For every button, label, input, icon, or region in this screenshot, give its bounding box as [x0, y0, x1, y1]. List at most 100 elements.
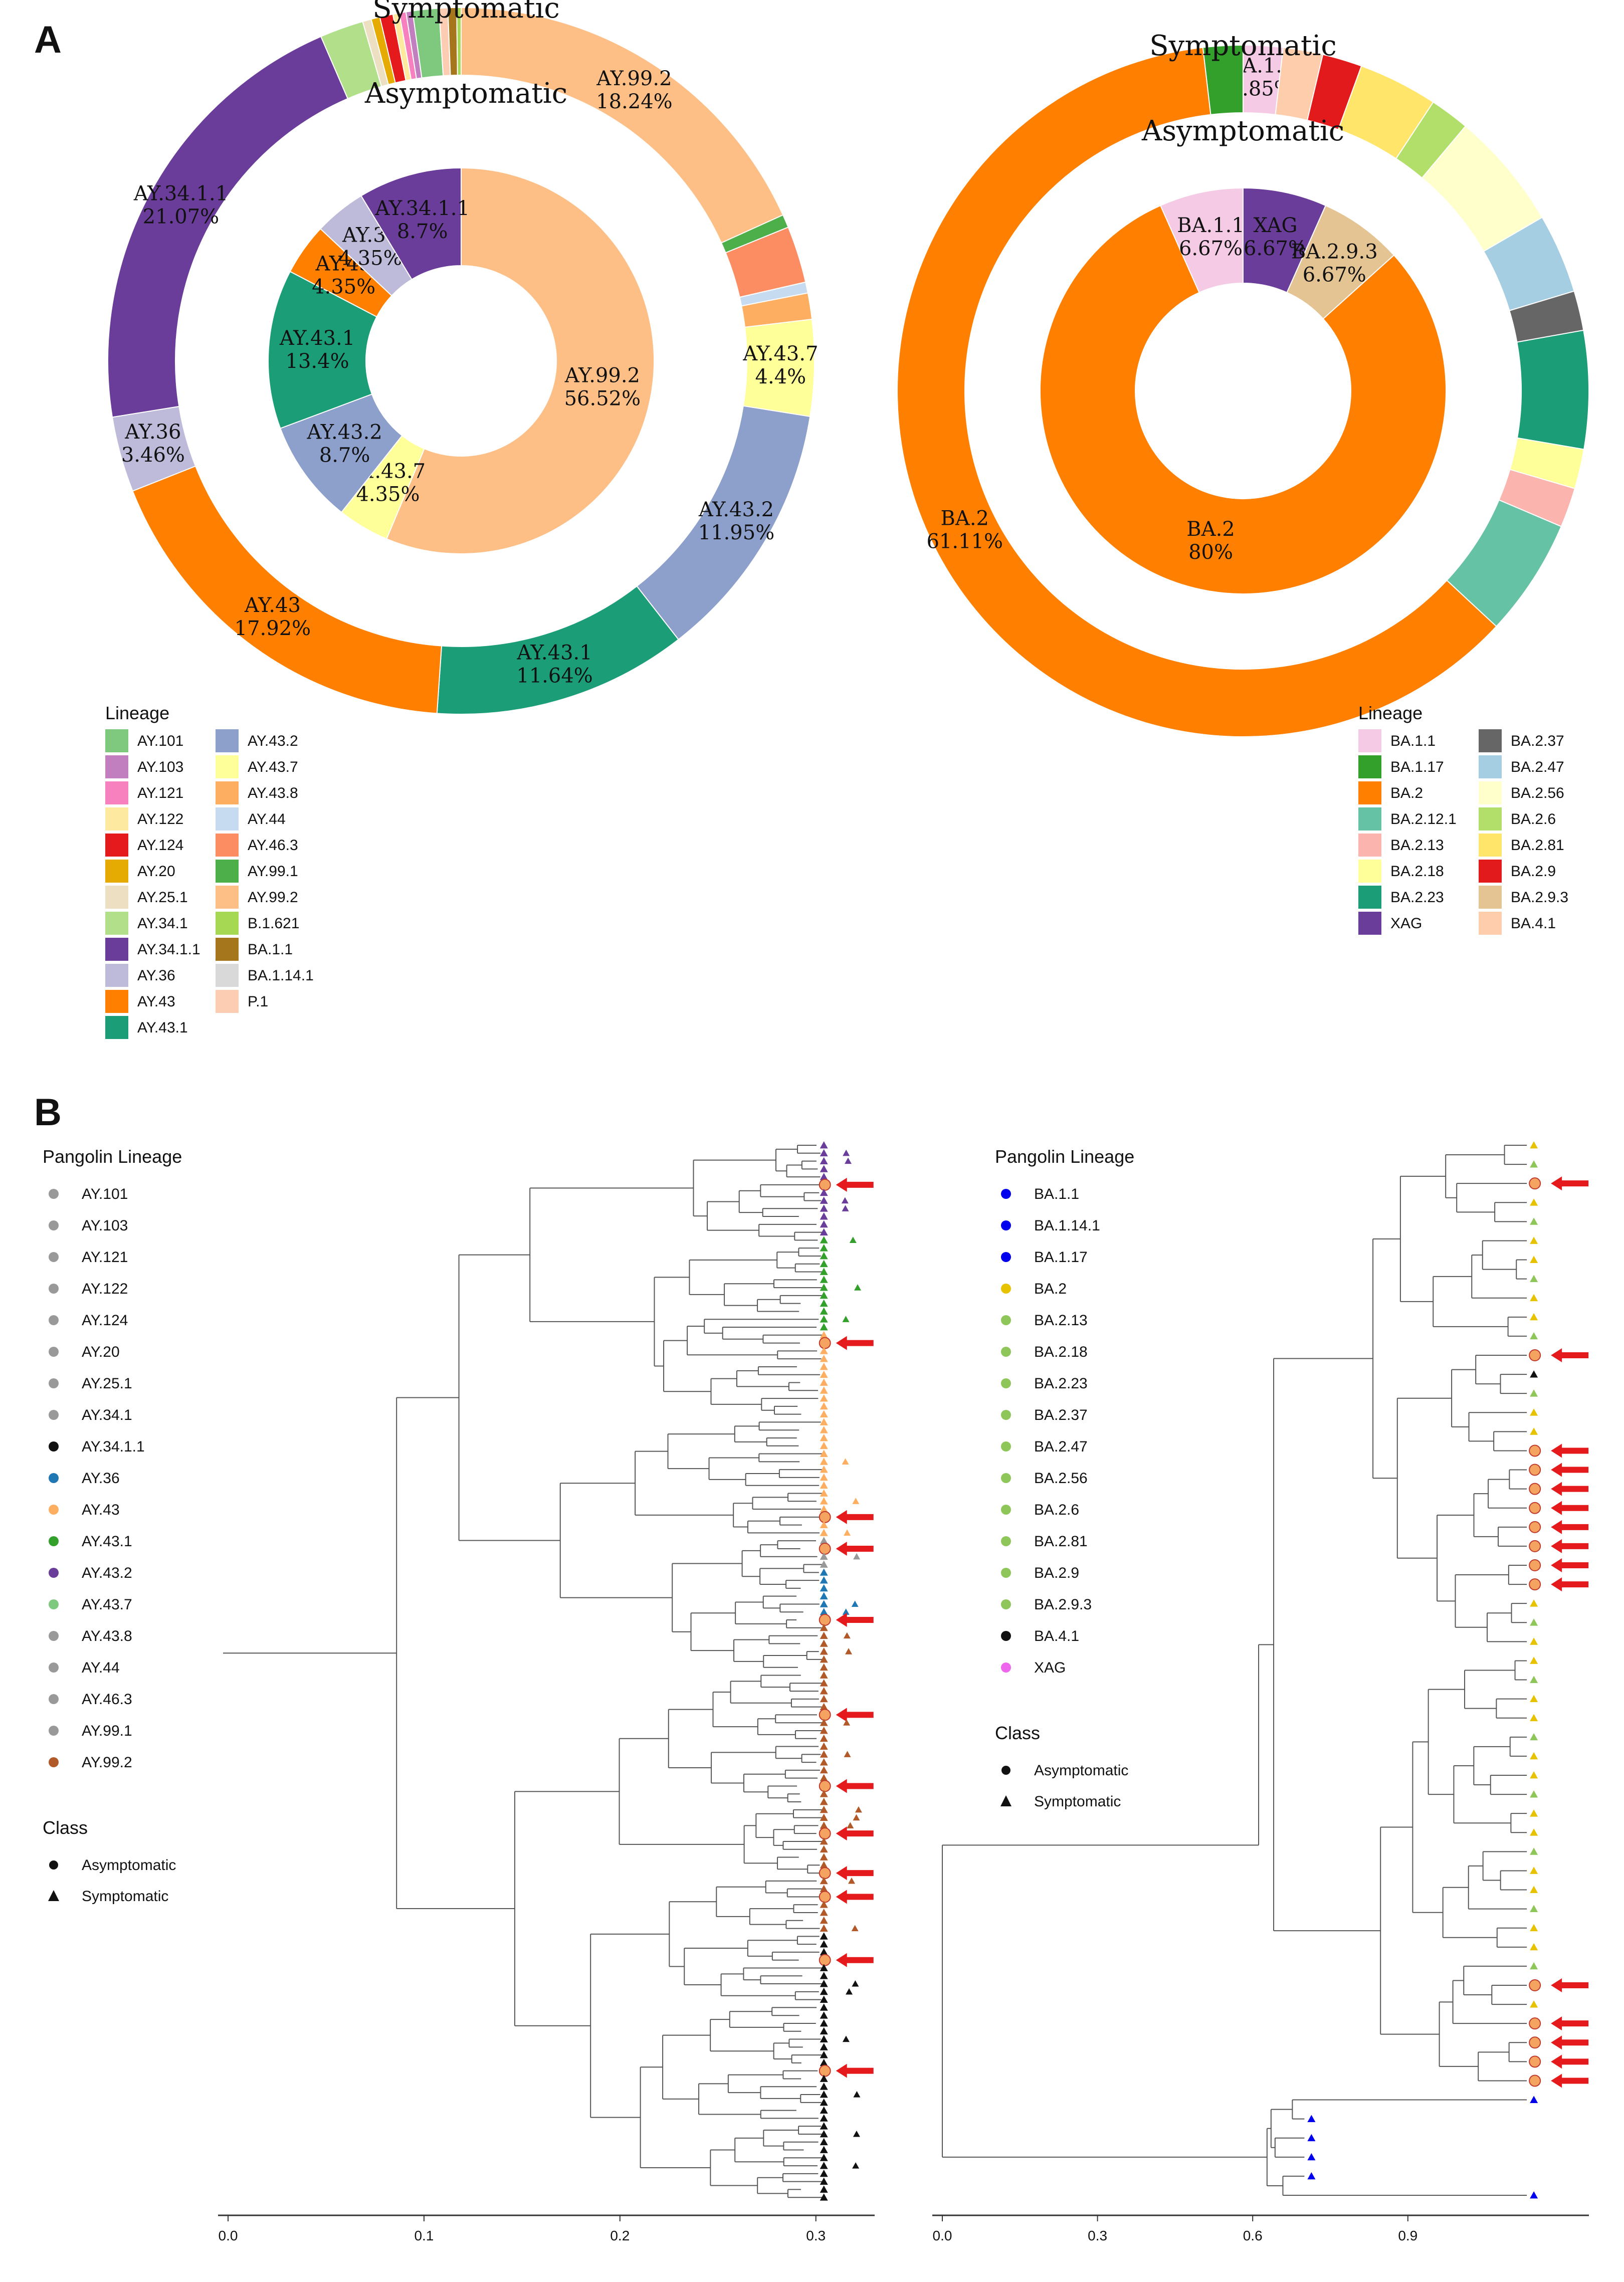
legend-dot: [1001, 1315, 1011, 1325]
tip-symptomatic: [820, 1323, 828, 1331]
legend-swatch: [216, 964, 239, 987]
tip-symptomatic: [843, 1632, 851, 1639]
highlight-arrow: [836, 1541, 874, 1556]
legend-label: BA.2.56: [1511, 785, 1564, 801]
legend-label: BA.2.37: [1034, 1407, 1088, 1423]
tip-symptomatic: [820, 2051, 828, 2058]
legend-dot: [49, 1284, 59, 1294]
legend-label: BA.2.13: [1390, 837, 1444, 854]
legend-swatch: [1358, 755, 1381, 778]
slice-label-AY.99.2: AY.99.2 56.52%: [564, 364, 641, 410]
legend-dot: [49, 1663, 59, 1673]
legend-label: AY.43: [82, 1502, 120, 1518]
highlight-arrow: [1551, 1539, 1589, 1553]
legend-swatch: [105, 834, 128, 857]
legend-dot: [1001, 1663, 1011, 1673]
legend-dot: [49, 1599, 59, 1609]
tip-symptomatic: [1530, 1771, 1538, 1779]
tip-asymptomatic: [1529, 2017, 1541, 2030]
legend-dot: [49, 1505, 59, 1515]
tip-symptomatic: [820, 1165, 828, 1172]
tip-symptomatic: [820, 1355, 828, 1362]
tip-symptomatic: [820, 1378, 828, 1386]
tip-symptomatic: [852, 1980, 859, 1987]
slice-AY.43.1: [268, 271, 377, 429]
tip-symptomatic: [820, 2091, 828, 2098]
tip-symptomatic: [820, 1663, 828, 1671]
tip-symptomatic: [820, 1719, 828, 1726]
outer-title: Symptomatic: [372, 0, 559, 25]
tip-symptomatic: [1530, 1656, 1538, 1664]
tip-symptomatic: [820, 1901, 828, 1908]
tip-symptomatic: [820, 1885, 828, 1893]
tip-symptomatic: [848, 1877, 856, 1884]
legend-title: Lineage: [105, 703, 169, 723]
tip-symptomatic: [820, 1362, 828, 1370]
x-tick-label: 0.3: [806, 2228, 826, 2243]
tip-symptomatic: [820, 2043, 828, 2050]
tip-symptomatic: [1307, 2134, 1316, 2142]
outer-title: Symptomatic: [1149, 30, 1336, 62]
tip-symptomatic: [1307, 2153, 1316, 2161]
tip-symptomatic: [820, 1695, 828, 1703]
tip-asymptomatic: [819, 1780, 831, 1792]
slice-label-AY.34.1.1: AY.34.1.1 8.7%: [374, 197, 469, 243]
tip-symptomatic: [820, 1394, 828, 1402]
tip-symptomatic: [1530, 1236, 1538, 1244]
tip-symptomatic: [820, 1268, 828, 1275]
legend-label: AY.44: [82, 1659, 120, 1676]
legend-label: AY.43.1: [137, 1019, 188, 1036]
tip-symptomatic: [853, 1814, 860, 1821]
legend-swatch: [105, 912, 128, 935]
delta-tree: 0.0 0.1 0.2 0.3: [218, 1141, 875, 2243]
tip-symptomatic: [820, 1924, 828, 1932]
legend-label: BA.2: [1034, 1281, 1067, 1297]
legend-label: AY.99.2: [248, 889, 298, 906]
tip-symptomatic: [852, 2162, 860, 2169]
tip-symptomatic: [820, 2003, 828, 2011]
inner-title: Asymptomatic: [1141, 115, 1344, 147]
tip-symptomatic: [820, 1932, 828, 1940]
tip-symptomatic: [820, 2169, 828, 2177]
legend-swatch: [1479, 781, 1502, 804]
tip-symptomatic: [851, 1925, 859, 1932]
tip-symptomatic: [846, 1988, 853, 1995]
tip-symptomatic: [820, 1639, 828, 1647]
class-symbol: [49, 1860, 58, 1870]
tip-symptomatic: [842, 1458, 849, 1465]
slice-label-AY.43: AY.43 17.92%: [235, 594, 311, 640]
class-title: Class: [43, 1817, 88, 1838]
legend-title: Pangolin Lineage: [995, 1146, 1134, 1167]
tip-asymptomatic: [819, 1954, 831, 1966]
tip-symptomatic: [1530, 1408, 1538, 1416]
legend-label: AY.34.1.1: [82, 1438, 145, 1455]
tip-symptomatic: [820, 2138, 828, 2146]
tip-symptomatic: [820, 1980, 828, 1987]
slice-label-AY.34.1.1: AY.34.1.1 21.07%: [133, 182, 228, 229]
slice-label-AY.43.2: AY.43.2 11.95%: [698, 498, 775, 544]
highlight-arrow: [1551, 1482, 1589, 1496]
legend-label: BA.1.1: [248, 941, 293, 958]
legend-swatch: [105, 781, 128, 804]
tip-symptomatic: [820, 1149, 828, 1157]
legend-swatch: [216, 912, 239, 935]
legend-label: AY.43.2: [248, 733, 298, 749]
legend-label: AY.121: [137, 785, 183, 801]
tip-symptomatic: [820, 1299, 828, 1307]
omicron-donut: BA.1.1 1.85%BA.2 61.11%XAG 6.67%BA.2.9.3 6.6…: [897, 30, 1589, 737]
legend-label: AY.20: [137, 863, 175, 880]
tip-symptomatic: [820, 1726, 828, 1734]
tip-symptomatic: [1530, 1637, 1538, 1645]
legend-swatch: [1479, 807, 1502, 831]
tip-symptomatic: [1530, 1866, 1538, 1874]
legend-swatch: [105, 807, 128, 831]
tip-symptomatic: [820, 1307, 828, 1315]
legend-label: AY.20: [82, 1344, 120, 1360]
legend-swatch: [1358, 912, 1381, 935]
slice-BA.2: [897, 47, 1497, 737]
tip-asymptomatic: [1529, 1483, 1541, 1495]
highlight-arrow: [836, 1890, 874, 1904]
highlight-arrow: [1551, 2035, 1589, 2050]
highlight-arrow: [836, 1177, 874, 1192]
